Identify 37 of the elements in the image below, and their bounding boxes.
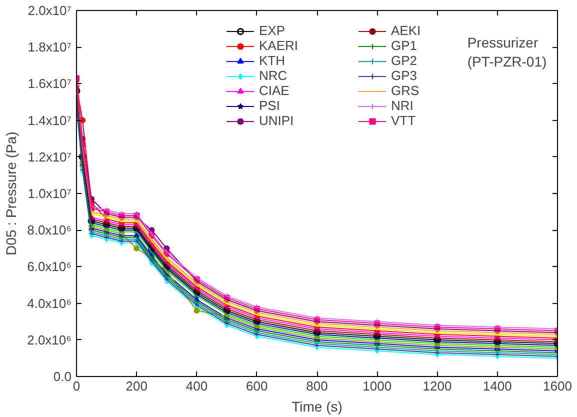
y-tick-label: 2.0x10⁷ — [28, 3, 72, 18]
x-tick-label: 400 — [186, 378, 208, 394]
x-tick-label: 200 — [126, 378, 148, 394]
y-tick-label: 1.2x10⁷ — [28, 149, 72, 164]
x-tick-label: 1200 — [422, 378, 452, 394]
y-tick-label: 1.8x10⁷ — [28, 40, 72, 55]
x-tick-label: 1600 — [543, 378, 572, 394]
legend-label: EXP — [259, 23, 286, 38]
legend-label: CIAE — [259, 83, 290, 98]
y-tick-label: 1.4x10⁷ — [28, 112, 72, 128]
x-axis-title: Time (s) — [292, 398, 342, 414]
x-tick-label: 800 — [306, 378, 328, 394]
x-tick-label: 1400 — [482, 378, 512, 394]
y-tick-label: 1.0x10⁷ — [28, 186, 72, 201]
y-tick-label: 8.0x10⁶ — [27, 222, 72, 238]
x-tick-label: 1000 — [362, 378, 392, 394]
y-tick-label: 1.6x10⁷ — [28, 76, 72, 92]
annotation: Pressurizer (PT-PZR-01) — [467, 34, 547, 70]
y-tick-label: 4.0x10⁶ — [27, 296, 72, 311]
y-tick-label: 6.0x10⁶ — [27, 259, 72, 274]
legend-label: GP2 — [391, 53, 418, 68]
y-axis-title: D05 : Pressure (Pa) — [3, 132, 20, 256]
legend-label: GP1 — [391, 38, 418, 53]
legend-label: GRS — [391, 83, 420, 98]
legend-label: NRC — [259, 68, 288, 83]
legend-label: UNIPI — [259, 113, 294, 128]
y-tick-label: 0.0 — [53, 369, 72, 384]
legend-label: KTH — [259, 53, 285, 68]
legend-label: AEKI — [391, 23, 421, 38]
legend-label: VTT — [391, 113, 416, 128]
y-tick-label: 2.0x10⁶ — [27, 332, 72, 348]
legend-label: PSI — [259, 98, 280, 113]
x-tick-label: 0 — [72, 378, 80, 394]
legend-label: KAERI — [259, 38, 298, 53]
legend-label: GP3 — [391, 68, 418, 83]
x-tick-label: 600 — [246, 378, 268, 394]
legend-label: NRI — [391, 98, 414, 113]
